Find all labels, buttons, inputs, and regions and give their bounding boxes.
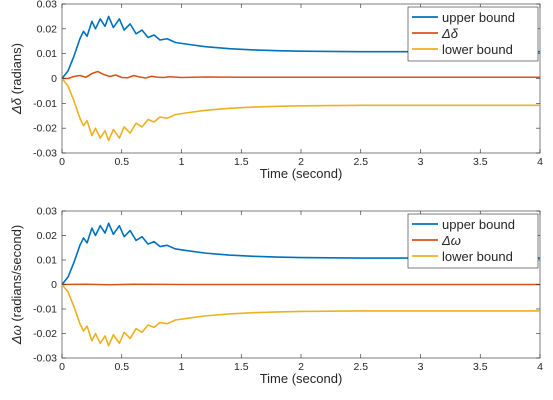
x-tick-label: 2: [298, 156, 304, 168]
y-tick-label: 0.03: [37, 0, 58, 11]
x-tick-label: 1.5: [234, 361, 249, 373]
x-tick-label: 3: [418, 156, 424, 168]
series-line-3: [61, 77, 540, 142]
y-axis-unit: (radians/second): [9, 225, 24, 325]
x-tick-label: 3.5: [473, 156, 488, 168]
y-tick-label: 0.01: [37, 255, 58, 267]
legend-label-2: Δδ: [441, 26, 459, 41]
legend-box: [407, 6, 539, 62]
y-tick-label: 0.02: [37, 230, 58, 242]
x-tick-label: 2: [298, 361, 304, 373]
x-axis-label: Time (second): [260, 371, 343, 386]
series-line-2: [61, 283, 540, 286]
legend-box: [407, 213, 539, 269]
x-tick-label: 1: [179, 361, 185, 373]
legend-label-3: lower bound: [442, 42, 513, 57]
x-tick-label: 4: [537, 156, 543, 168]
chart-delta-omega: 0 0.5 1 1.5 2 2.5 3 3.5 4 0.03 0.02 0.01 0 -0.01 -0.02…: [9, 206, 543, 387]
legend-label-1: upper bound: [442, 10, 515, 25]
x-tick-label: 0.5: [114, 361, 129, 373]
y-tick-label: 0.01: [37, 48, 58, 60]
y-axis-label: Δδ (radians): [9, 43, 24, 115]
y-tick-label: -0.01: [33, 304, 57, 316]
x-tick-label: 0: [59, 361, 65, 373]
y-axis-label: Δω (radians/second): [9, 225, 24, 345]
y-tick-label: -0.02: [33, 328, 57, 340]
series-line-1: [61, 15, 540, 80]
series-line-2: [62, 70, 540, 80]
x-tick-label: 3: [418, 361, 424, 373]
series-line-1: [61, 222, 540, 286]
x-tick-label: 1.5: [234, 156, 249, 168]
x-tick-label: 0: [59, 156, 65, 168]
chart-delta-delta: 0 0.5 1 1.5 2 2.5 3 3.5 4 0.03 0.02 0.01 0 -0.01 -0.02…: [9, 0, 543, 181]
x-tick-label: 2.5: [353, 156, 368, 168]
y-axis-symbol: Δω: [9, 325, 24, 345]
x-tick-label: 2.5: [353, 361, 368, 373]
y-axis-symbol: Δδ: [9, 97, 24, 115]
x-tick-label: 0.5: [114, 156, 129, 168]
y-tick-label: 0.03: [37, 206, 58, 218]
legend-label-2: Δω: [441, 233, 461, 248]
y-tick-label: -0.03: [33, 353, 57, 365]
x-tick-label: 3.5: [473, 361, 488, 373]
x-tick-label: 4: [537, 361, 543, 373]
y-tick-label: -0.03: [33, 148, 57, 160]
x-axis-label: Time (second): [260, 166, 343, 181]
x-tick-label: 1: [179, 156, 185, 168]
legend-label-3: lower bound: [442, 249, 513, 264]
y-axis-unit: (radians): [9, 43, 24, 98]
legend-label-1: upper bound: [442, 217, 515, 232]
y-tick-label: 0: [51, 279, 57, 291]
y-tick-label: -0.01: [33, 98, 57, 110]
y-tick-label: 0.02: [37, 23, 58, 35]
series-line-3: [61, 283, 540, 347]
y-tick-label: -0.02: [33, 123, 57, 135]
y-tick-label: 0: [51, 73, 57, 85]
